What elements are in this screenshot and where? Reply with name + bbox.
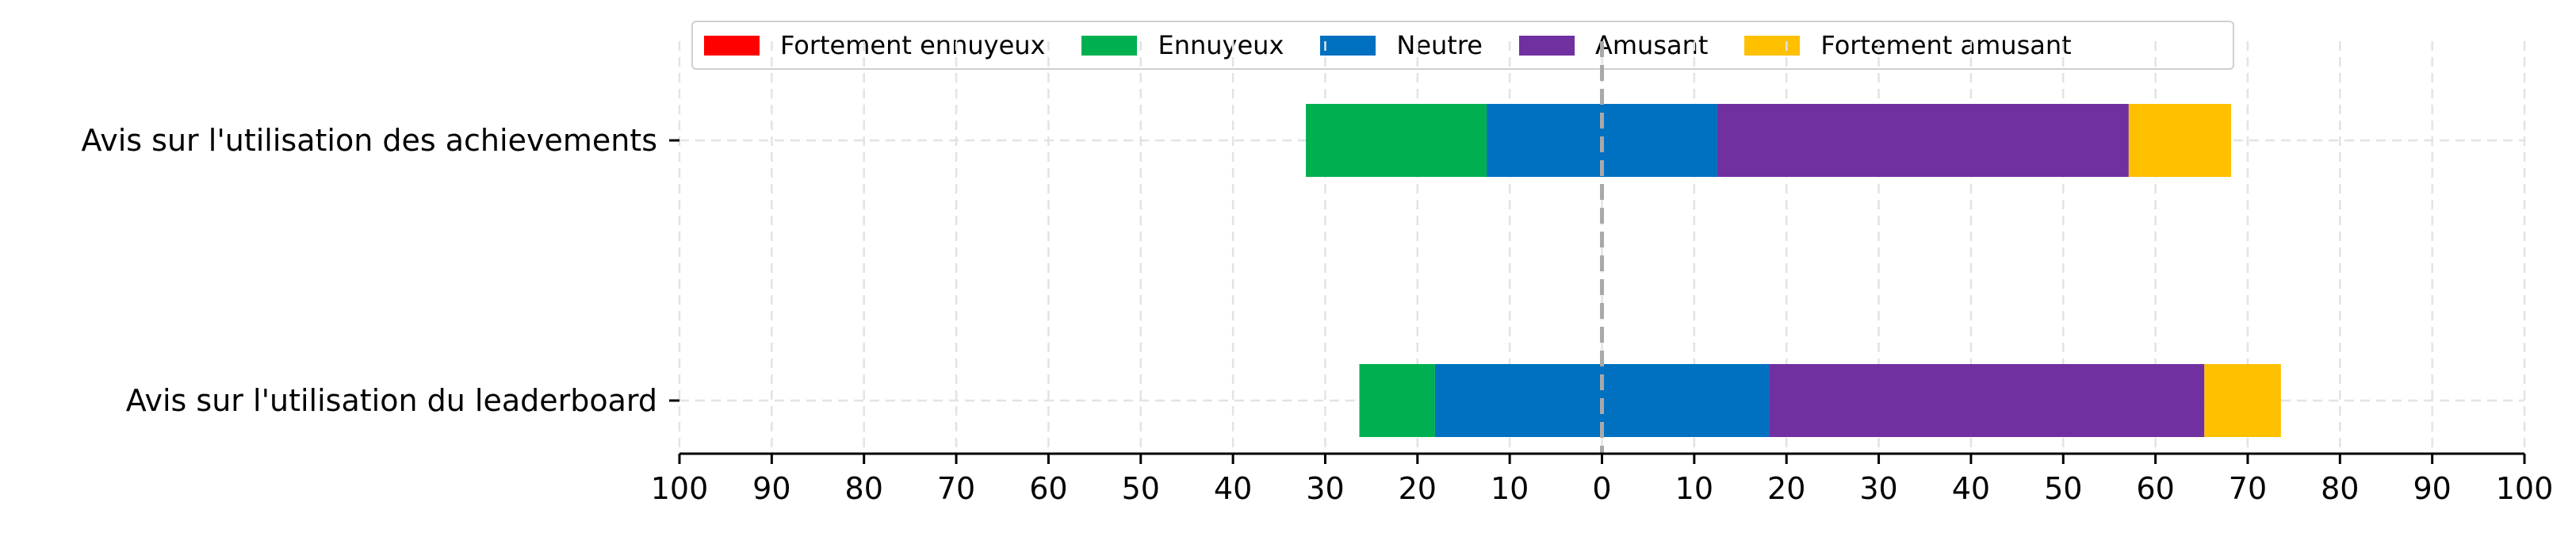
x-tick-label: 80 [2321, 471, 2359, 506]
axes-layer: 100 90 80 70 60 50 40 30 20 10 0 10 20 30 40 50 60 70 80 90… [81, 41, 2553, 506]
x-tick-label: 50 [2044, 471, 2082, 506]
bars-layer [1306, 104, 2281, 437]
bar-segment [1306, 104, 1487, 177]
x-tick-label: 60 [1029, 471, 1067, 506]
legend-label: Ennuyeux [1158, 30, 1284, 60]
legend-swatch [1744, 35, 1801, 56]
legend-item: Ennuyeux [1081, 30, 1284, 60]
legend-label: Amusant [1594, 30, 1709, 60]
legend-label: Fortement amusant [1820, 30, 2072, 60]
bar-segment [1359, 364, 1435, 437]
legend-label: Fortement ennuyeux [780, 30, 1046, 60]
legend-swatch [1518, 35, 1575, 56]
x-tick-label: 70 [2229, 471, 2267, 506]
x-tick-label: 20 [1767, 471, 1805, 506]
x-tick-label: 40 [1214, 471, 1252, 506]
bar-segment [2204, 364, 2281, 437]
x-tick-label: 90 [752, 471, 790, 506]
x-tick-label: 80 [845, 471, 883, 506]
x-tick-label: 30 [1859, 471, 1897, 506]
chart-legend: Fortement ennuyeux Ennuyeux Neutre Amusa… [691, 21, 2234, 70]
x-tick-label: 90 [2413, 471, 2451, 506]
legend-swatch [1320, 35, 1376, 56]
bar-segment [1769, 364, 2205, 437]
x-tick-label: 70 [937, 471, 975, 506]
legend-item: Neutre [1320, 30, 1483, 60]
x-tick-label: 10 [1675, 471, 1713, 506]
legend-item: Amusant [1518, 30, 1709, 60]
x-tick-label: 100 [651, 471, 709, 506]
legend-label: Neutre [1396, 30, 1483, 60]
legend-swatch [1081, 35, 1138, 56]
x-tick-label: 0 [1592, 471, 1611, 506]
legend-item: Fortement amusant [1744, 30, 2072, 60]
bar-segment [1717, 104, 2129, 177]
x-tick-label: 60 [2136, 471, 2174, 506]
legend-item: Fortement ennuyeux [704, 30, 1045, 60]
x-tick-label: 10 [1491, 471, 1529, 506]
x-tick-label: 30 [1306, 471, 1344, 506]
x-tick-label: 100 [2496, 471, 2554, 506]
bar-segment [2128, 104, 2232, 177]
y-tick-label: Avis sur l'utilisation des achievements [81, 123, 657, 158]
y-tick-label: Avis sur l'utilisation du leaderboard [126, 383, 657, 418]
x-tick-label: 50 [1122, 471, 1160, 506]
legend-swatch [704, 35, 760, 56]
x-tick-label: 20 [1399, 471, 1437, 506]
x-tick-label: 40 [1952, 471, 1990, 506]
